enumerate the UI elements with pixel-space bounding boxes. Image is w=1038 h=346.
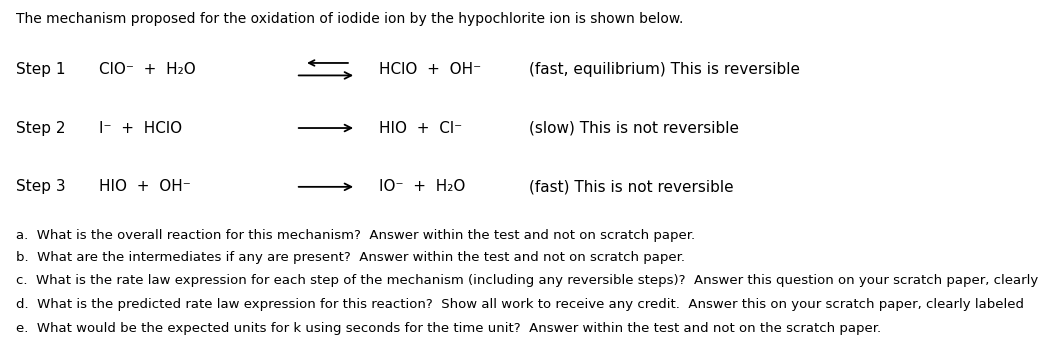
Text: HClO  +  OH⁻: HClO + OH⁻ — [379, 62, 481, 77]
Text: c.  What is the rate law expression for each step of the mechanism (including an: c. What is the rate law expression for e… — [16, 274, 1038, 287]
Text: ClO⁻  +  H₂O: ClO⁻ + H₂O — [99, 62, 195, 77]
Text: I⁻  +  HClO: I⁻ + HClO — [99, 120, 182, 136]
Text: Step 1: Step 1 — [16, 62, 65, 77]
Text: Step 3: Step 3 — [16, 179, 65, 194]
Text: HIO  +  Cl⁻: HIO + Cl⁻ — [379, 120, 462, 136]
Text: e.  What would be the expected units for k using seconds for the time unit?  Ans: e. What would be the expected units for … — [16, 321, 880, 335]
Text: b.  What are the intermediates if any are present?  Answer within the test and n: b. What are the intermediates if any are… — [16, 251, 685, 264]
Text: d.  What is the predicted rate law expression for this reaction?  Show all work : d. What is the predicted rate law expres… — [16, 298, 1023, 311]
Text: (fast) This is not reversible: (fast) This is not reversible — [529, 179, 734, 194]
Text: (slow) This is not reversible: (slow) This is not reversible — [529, 120, 739, 136]
Text: The mechanism proposed for the oxidation of iodide ion by the hypochlorite ion i: The mechanism proposed for the oxidation… — [16, 12, 683, 26]
Text: (fast, equilibrium) This is reversible: (fast, equilibrium) This is reversible — [529, 62, 800, 77]
Text: Step 2: Step 2 — [16, 120, 65, 136]
Text: a.  What is the overall reaction for this mechanism?  Answer within the test and: a. What is the overall reaction for this… — [16, 229, 694, 243]
Text: HIO  +  OH⁻: HIO + OH⁻ — [99, 179, 190, 194]
Text: IO⁻  +  H₂O: IO⁻ + H₂O — [379, 179, 465, 194]
